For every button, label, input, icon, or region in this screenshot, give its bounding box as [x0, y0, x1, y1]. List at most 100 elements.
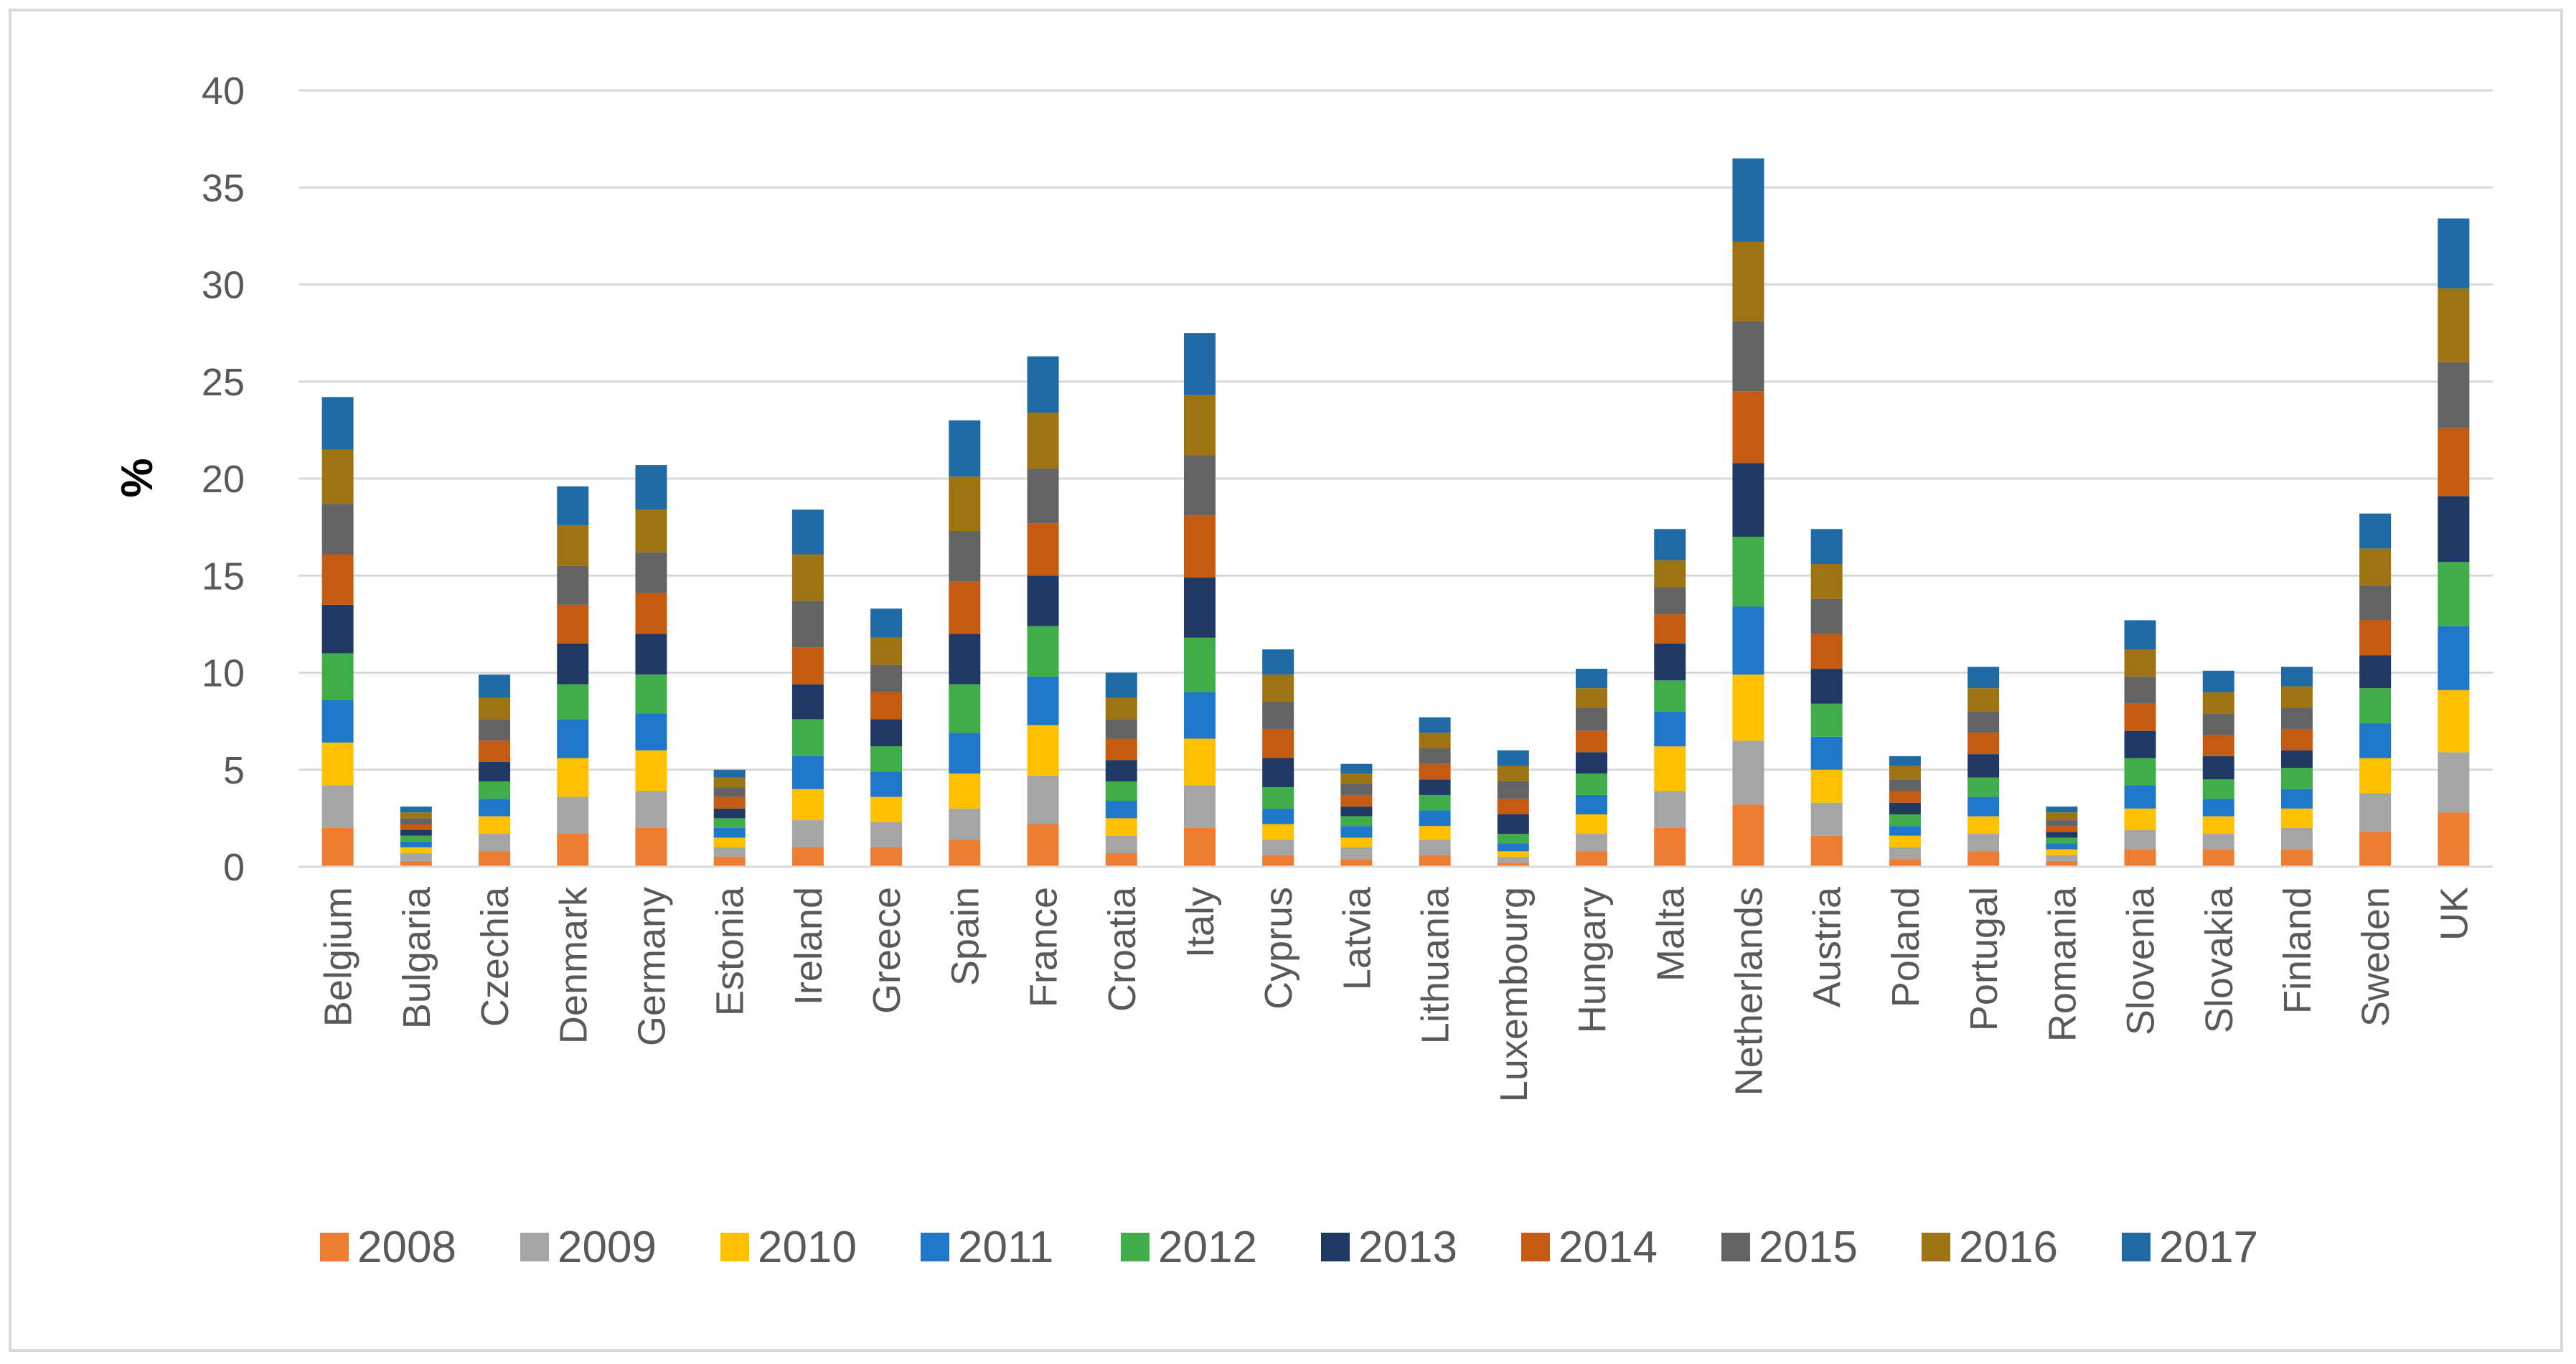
bar-segment: [321, 554, 354, 605]
bar-segment: [2438, 562, 2470, 626]
bar-segment: [2438, 496, 2470, 563]
bars: [321, 158, 2470, 867]
bar-segment: [1810, 669, 1843, 704]
bar-segment: [713, 818, 746, 828]
category-label: Slovakia: [2198, 886, 2241, 1033]
bar-segment: [791, 601, 824, 648]
legend-label: 2013: [1358, 1223, 1457, 1272]
legend-swatch: [921, 1233, 949, 1261]
stacked-bar-chart: 0 5 10 15 20 25 30 35 40 Belgium Bulgaria Czechia D…: [113, 70, 2493, 1272]
bar-segment: [1262, 855, 1294, 867]
bar-segment: [635, 750, 667, 791]
bar-segment: [2359, 688, 2392, 723]
bar-segment: [1576, 773, 1608, 795]
bar-segment: [2280, 768, 2313, 789]
bar-segment: [2124, 730, 2156, 758]
category-label: Luxembourg: [1493, 887, 1536, 1102]
bar-segment: [2438, 218, 2470, 288]
legend-label: 2011: [958, 1223, 1053, 1272]
bar-segment: [1183, 637, 1216, 692]
bar-segment: [870, 637, 903, 665]
bar-segment: [1889, 835, 1921, 847]
category-label: Cyprus: [1257, 887, 1300, 1010]
bar-segment: [2438, 812, 2470, 867]
bar-segment: [870, 746, 903, 772]
bar-segment: [1576, 730, 1608, 753]
bar-segment: [1889, 802, 1921, 814]
bar-segment: [2280, 789, 2313, 809]
bar-segment: [791, 719, 824, 756]
bar-segment: [1810, 529, 1843, 565]
bar-segment: [1654, 614, 1686, 644]
bar-segment: [1262, 674, 1294, 702]
category-label: Germany: [630, 887, 673, 1046]
bar-segment: [791, 647, 824, 685]
category-label: Hungary: [1571, 887, 1614, 1033]
bar-segment: [557, 796, 589, 834]
bar-segment: [1889, 859, 1921, 867]
category-label: Greece: [865, 887, 908, 1014]
chart-frame: 0 5 10 15 20 25 30 35 40 Belgium Bulgaria Czechia D…: [9, 9, 2563, 1352]
bar-segment: [400, 835, 432, 842]
bar-segment: [635, 634, 667, 675]
bar-segment: [479, 674, 511, 698]
bar-segment: [1419, 810, 1451, 827]
bar-segment: [2124, 649, 2156, 677]
bar-segment: [949, 634, 981, 685]
bar-segment: [557, 684, 589, 720]
legend-label: 2010: [758, 1223, 857, 1272]
bar-segment: [1262, 839, 1294, 855]
bar-segment: [1810, 634, 1843, 669]
bar-segment: [1419, 839, 1451, 855]
bar-segment: [2046, 843, 2078, 850]
category-label: Latvia: [1335, 886, 1378, 990]
bar-segment: [1968, 754, 2000, 778]
bar-segment: [479, 851, 511, 867]
bar-segment: [557, 758, 589, 797]
bar-segment: [1105, 760, 1137, 781]
bar-segment: [1576, 688, 1608, 708]
category-label: Slovenia: [2120, 886, 2163, 1035]
bar-segment: [1497, 857, 1529, 863]
bar-segment: [791, 789, 824, 821]
bar-segment: [2438, 428, 2470, 497]
y-tick-label: 30: [202, 264, 245, 307]
bar-segment: [1105, 853, 1137, 867]
category-label: Austria: [1806, 886, 1849, 1007]
bar-segment: [2046, 820, 2078, 827]
bar-segment: [1576, 707, 1608, 731]
bar-segment: [479, 799, 511, 817]
bar-segment: [400, 812, 432, 819]
bar-segment: [2046, 832, 2078, 838]
bar-segment: [479, 781, 511, 799]
bar-segment: [791, 820, 824, 847]
legend-label: 2012: [1158, 1223, 1257, 1272]
bar-segment: [870, 796, 903, 822]
bar-segment: [713, 787, 746, 797]
bar-segment: [1027, 413, 1059, 469]
bar-segment: [2202, 756, 2234, 780]
bar-segment: [2202, 834, 2234, 850]
bar-segment: [1497, 750, 1529, 766]
bar-segment: [2359, 793, 2392, 832]
y-tick-label: 25: [202, 361, 245, 404]
bar-segment: [1732, 804, 1764, 867]
bar-segment: [1340, 763, 1373, 774]
bar-segment: [713, 847, 746, 857]
category-label: Ireland: [787, 887, 830, 1005]
bar-segment: [1105, 697, 1137, 720]
bar-segment: [321, 653, 354, 700]
bar-segment: [557, 643, 589, 685]
bar-segment: [1576, 814, 1608, 834]
bar-segment: [2359, 585, 2392, 621]
bar-segment: [479, 719, 511, 741]
bar-segment: [1732, 674, 1764, 741]
bar-segment: [2202, 713, 2234, 735]
bar-segment: [2280, 808, 2313, 828]
category-label: Spain: [944, 887, 987, 986]
bar-segment: [1105, 818, 1137, 836]
y-tick-label: 35: [202, 166, 245, 210]
bar-segment: [1105, 835, 1137, 854]
bar-segment: [2202, 735, 2234, 756]
bar-segment: [1340, 816, 1373, 827]
